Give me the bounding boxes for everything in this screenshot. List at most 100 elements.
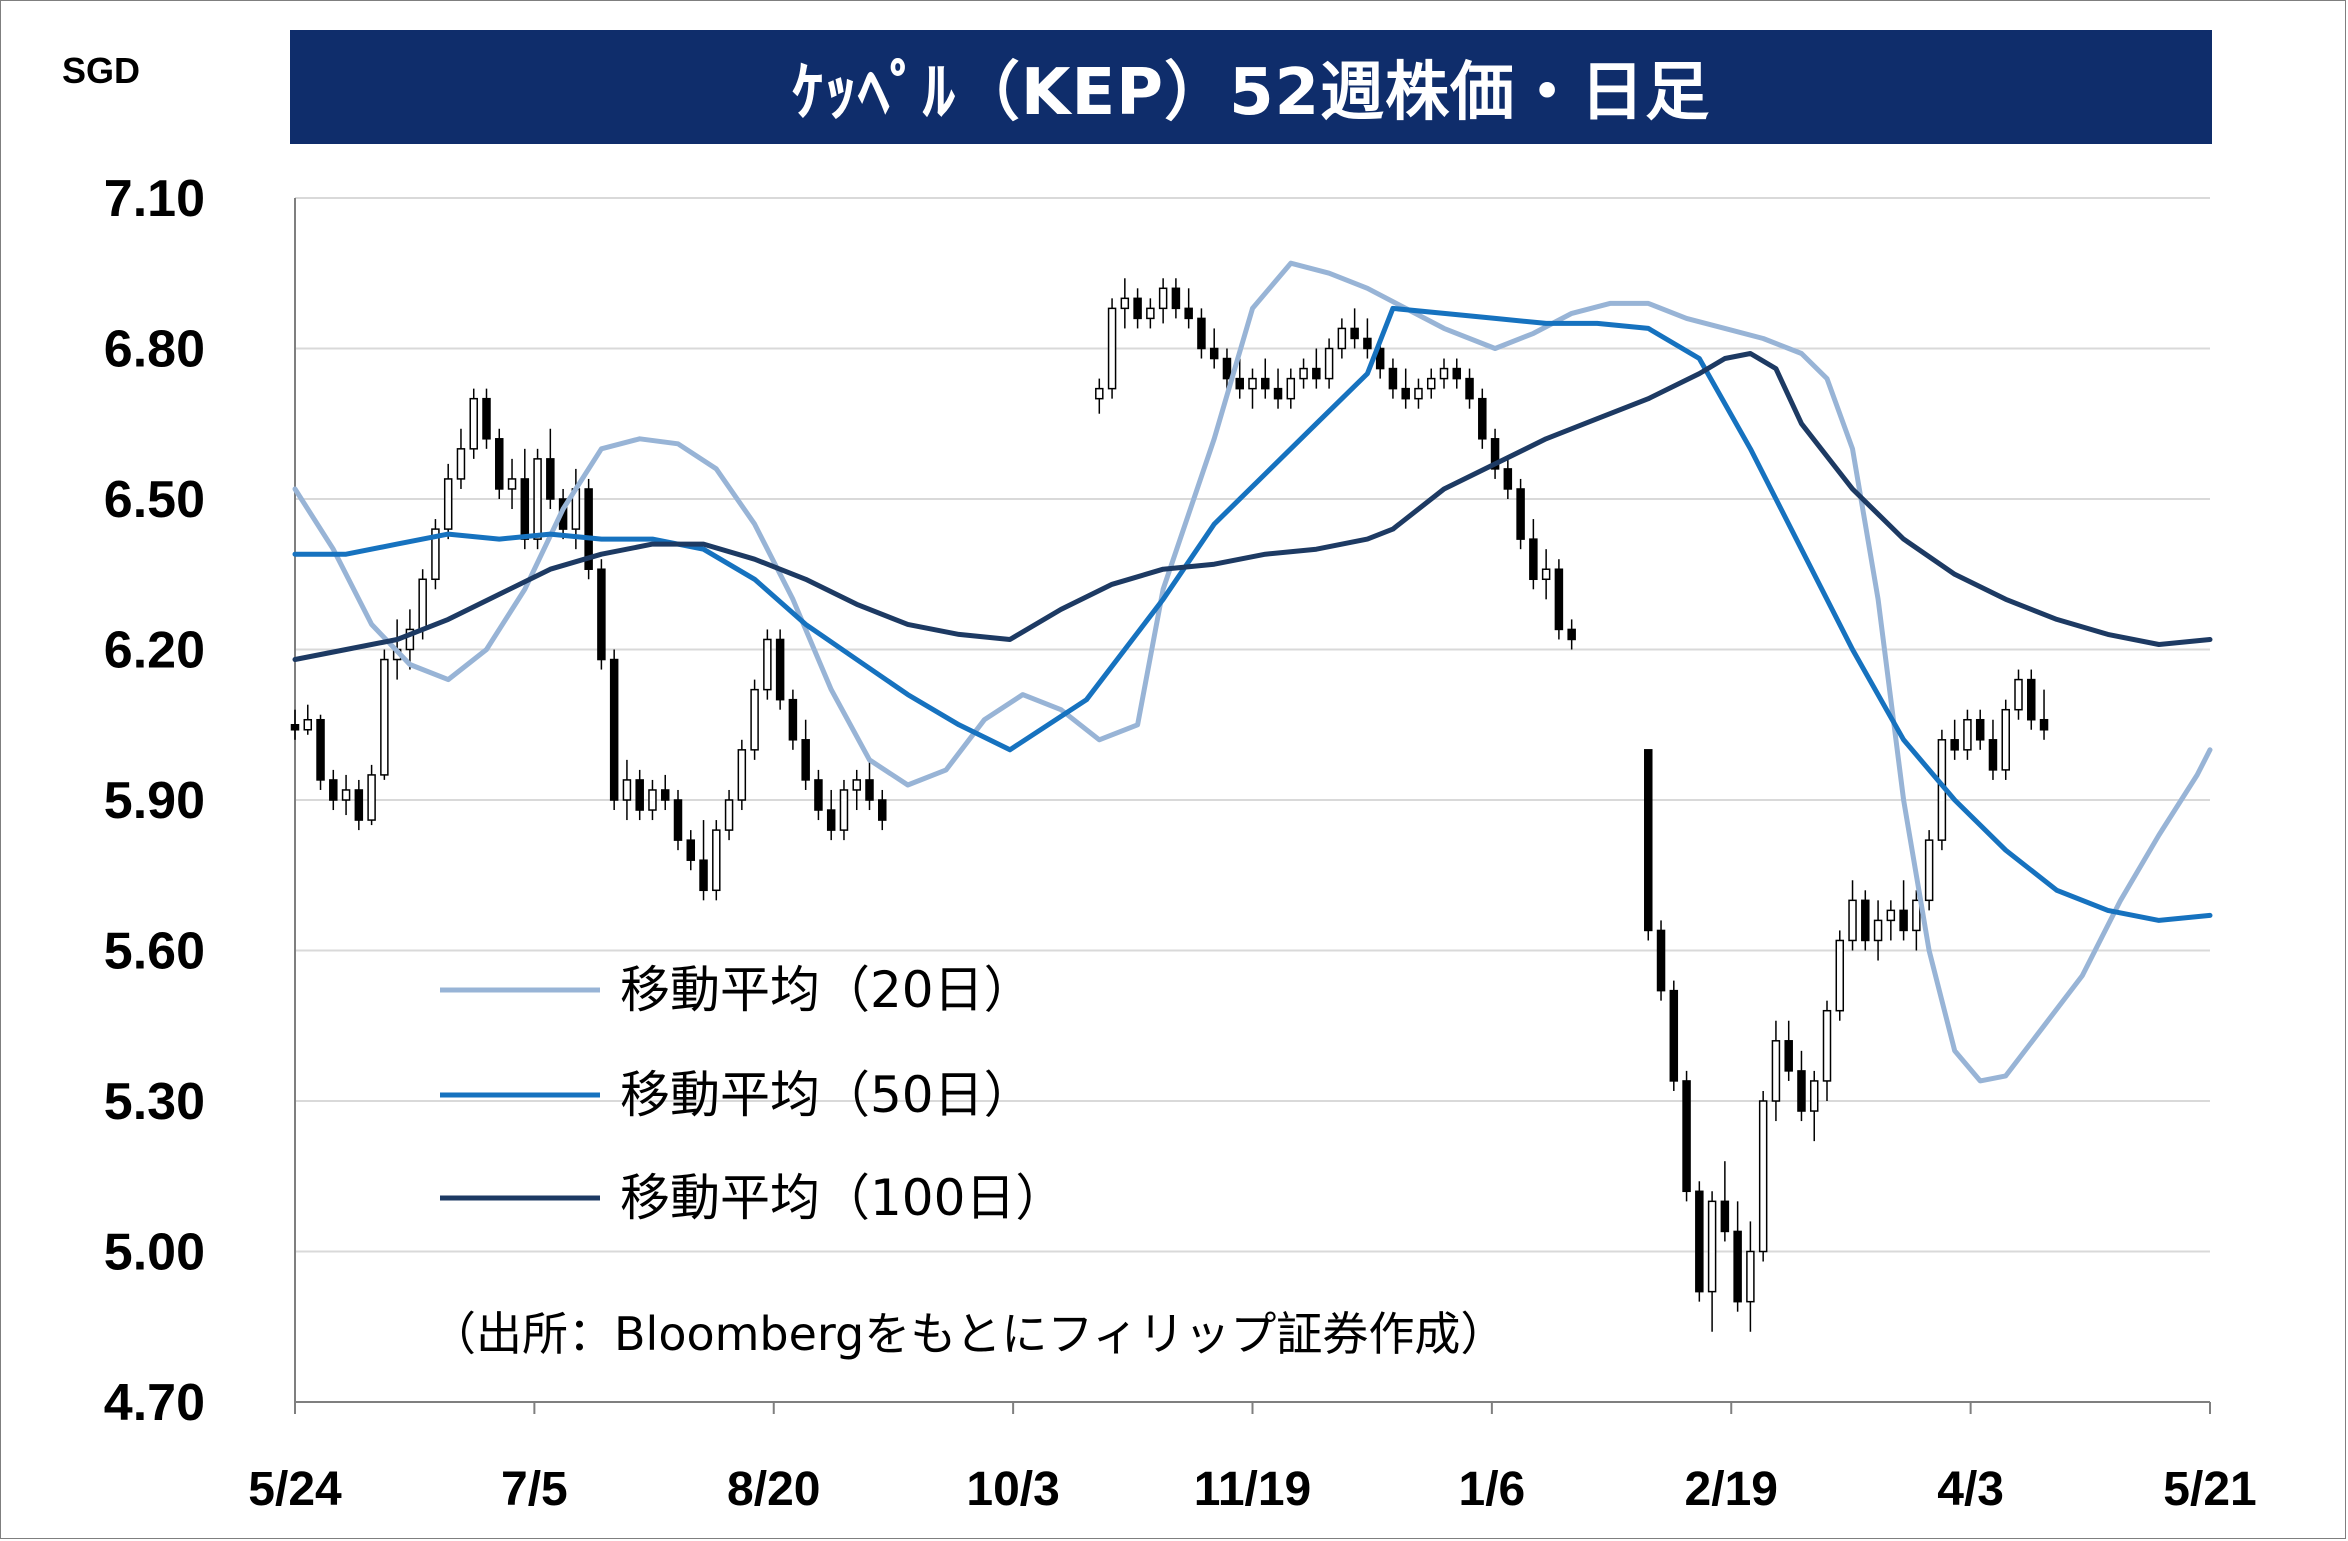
candle-body [1848, 899, 1857, 942]
y-tick-label: 7.10 [104, 170, 205, 228]
candle-body [1158, 287, 1168, 310]
candle-body [482, 397, 491, 440]
candle [1912, 890, 1921, 951]
candle [852, 769, 861, 811]
candle-body [814, 779, 823, 811]
candle-body [431, 528, 440, 581]
x-tick-label: 11/19 [1194, 1463, 1311, 1516]
candle-body [520, 478, 530, 540]
candle [1184, 288, 1193, 329]
candle-body [865, 779, 874, 801]
candle-body [1988, 739, 1998, 771]
candle-body [686, 839, 696, 861]
candle [1171, 278, 1181, 319]
candle-body [673, 799, 683, 841]
x-tick-label: 8/20 [727, 1463, 820, 1516]
candle [1350, 308, 1359, 349]
candle [2001, 699, 2010, 780]
candle [1248, 368, 1257, 409]
y-tick-label: 6.20 [104, 622, 205, 680]
candle [737, 739, 747, 811]
candle-body [1401, 387, 1410, 400]
candle [1490, 428, 1500, 479]
source-note: （出所：Bloombergをもとにフィリップ証券作成） [430, 1307, 1506, 1361]
candle [1746, 1221, 1755, 1332]
candle [405, 609, 415, 670]
candle [878, 789, 887, 831]
candle-body [354, 789, 364, 821]
candle [1822, 1000, 1832, 1101]
candle-body [2001, 708, 2010, 771]
candle [456, 428, 466, 489]
candle [1733, 1201, 1742, 1312]
candle-body [648, 789, 657, 811]
candle-body [1248, 377, 1257, 390]
legend-label: 移動平均（100日） [620, 1169, 1065, 1227]
candle [1835, 930, 1845, 1021]
candle [1567, 619, 1576, 650]
candle [1426, 368, 1436, 399]
candle-body [1924, 839, 1934, 902]
candle-body [1465, 377, 1474, 400]
chart-title-text: ｹｯﾍﾟﾙ（KEP）52週株価・日足 [791, 56, 1711, 130]
candle-body [724, 799, 734, 831]
candle-body [1095, 387, 1104, 400]
candle [1669, 980, 1679, 1091]
candle-body [1235, 377, 1244, 390]
candle [1861, 890, 1870, 951]
candle-body [609, 658, 619, 801]
candle [1235, 358, 1244, 399]
legend-label: 移動平均（50日） [620, 1066, 1034, 1124]
candle [712, 820, 721, 901]
candle [1286, 368, 1296, 409]
candle [482, 388, 491, 449]
candle [1656, 920, 1666, 1001]
candle [341, 774, 351, 816]
moving-average-lines [292, 260, 2213, 1084]
candle [763, 629, 772, 700]
candle [1644, 749, 1653, 941]
candle [1222, 348, 1232, 389]
candle-body [826, 809, 836, 831]
candle [367, 764, 376, 826]
candle-body [1452, 367, 1462, 380]
candle-body [1707, 1200, 1717, 1293]
candle [1516, 478, 1525, 550]
candle [290, 709, 300, 740]
candle-body [1554, 568, 1564, 631]
candle-body [584, 488, 593, 570]
candle-body [1209, 347, 1219, 360]
candle-body [1541, 568, 1551, 581]
candle [1899, 880, 1908, 941]
candle-body [1644, 749, 1653, 932]
y-tick-label: 4.70 [104, 1374, 205, 1432]
candle-body [1733, 1230, 1742, 1303]
candle [750, 679, 759, 760]
candle [1886, 900, 1896, 941]
candle [635, 769, 644, 821]
candle-body [712, 829, 721, 892]
candle-body [418, 578, 427, 631]
candle-body [1439, 367, 1449, 380]
candle-body [775, 638, 785, 701]
candle [1975, 709, 1985, 750]
y-tick-label: 5.90 [104, 772, 205, 830]
legend-label: 移動平均（20日） [620, 961, 1034, 1019]
candle-body [1835, 939, 1845, 1012]
candle-body [380, 658, 389, 776]
candle-body [1388, 367, 1398, 390]
x-tick-label: 1/6 [1459, 1463, 1526, 1516]
candle [2014, 669, 2023, 720]
candle-body [1720, 1200, 1730, 1233]
candle-body [1286, 377, 1296, 400]
candle-body [1682, 1080, 1691, 1193]
candle-body [1669, 989, 1679, 1082]
candle-body [622, 779, 632, 801]
candle [1950, 719, 1959, 760]
candle [648, 779, 657, 821]
candle [1682, 1070, 1691, 1202]
candle-body [763, 638, 772, 691]
candle-body [801, 739, 810, 781]
candle [1095, 378, 1104, 414]
